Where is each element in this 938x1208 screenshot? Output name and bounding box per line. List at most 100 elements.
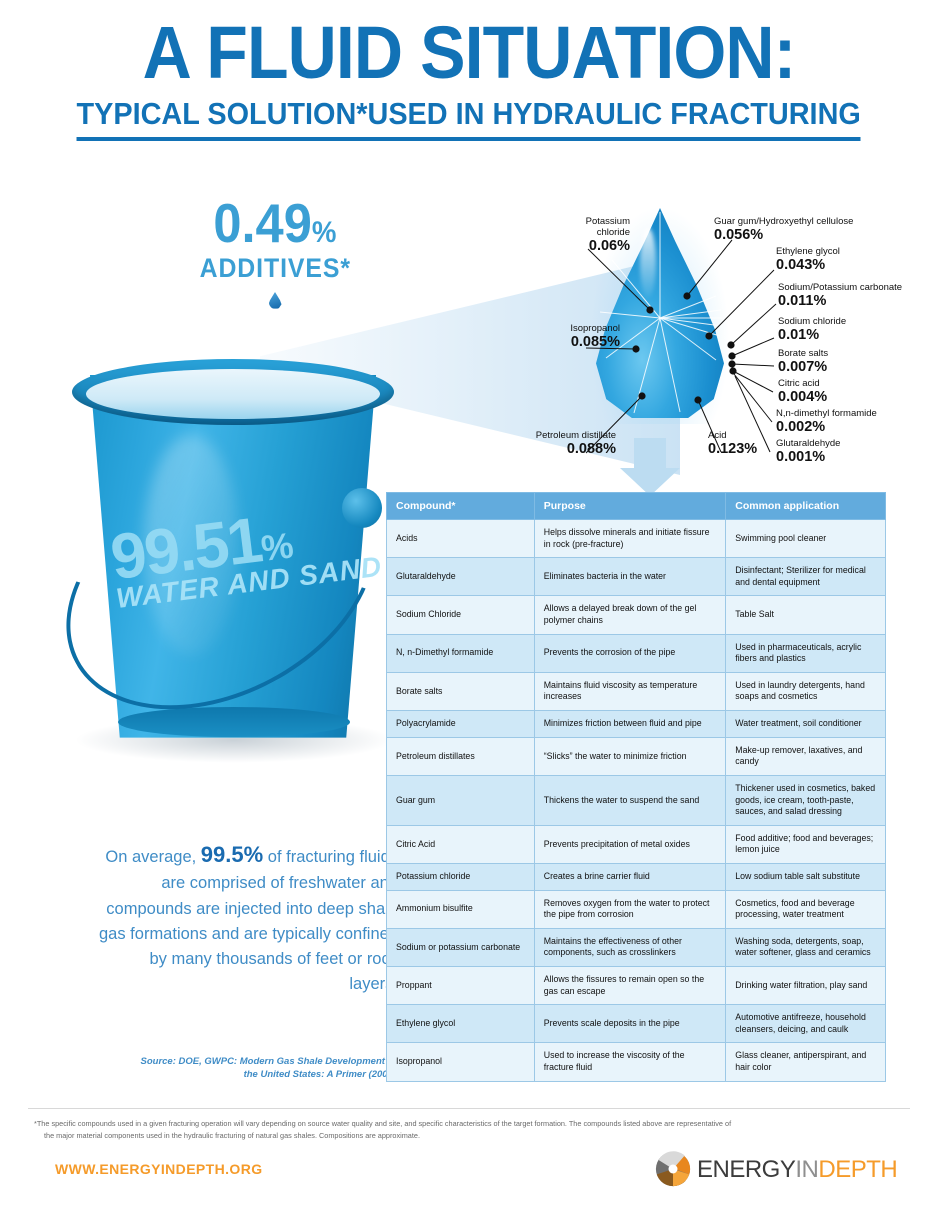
col-header-application: Common application [725, 492, 886, 520]
cell-purpose: Eliminates bacteria in the water [533, 557, 727, 597]
table-row: N, n-Dimethyl formamide Prevents the corr… [386, 633, 886, 673]
cell-application: Disinfectant; Sterilizer for medical and… [725, 557, 886, 597]
globe-logo-icon [655, 1151, 691, 1187]
bucket-body [89, 375, 377, 738]
cell-compound: Proppant [386, 966, 535, 1006]
cell-application: Automotive antifreeze, household cleanse… [725, 1004, 886, 1044]
cell-application: Cosmetics, food and beverage processing,… [725, 889, 886, 929]
cell-compound: Borate salts [386, 671, 535, 712]
logo-wordmark: ENERGYINDEPTH [697, 1156, 898, 1184]
cell-purpose: Prevents precipitation of metal oxides [533, 824, 727, 864]
cell-purpose: Allows a delayed break down of the gel p… [533, 595, 727, 635]
page-title: A FLUID SITUATION: [142, 11, 797, 94]
paragraph-lead: On average, [105, 848, 201, 866]
paragraph-rest: of fracturing fluids are comprised of fr… [99, 848, 398, 993]
cell-compound: Glutaraldehyde [386, 557, 535, 597]
table-row: Glutaraldehyde Eliminates bacteria in the… [386, 557, 886, 597]
footnote-line-2: the major material components used in th… [44, 1130, 420, 1140]
cell-compound: Ethylene glycol [386, 1004, 535, 1044]
cell-purpose: Minimizes friction between fluid and pip… [533, 710, 727, 738]
droplet-label-acid: Acid 0.123% [708, 430, 758, 458]
cell-purpose: Used to increase the viscosity of the fr… [533, 1042, 727, 1082]
cell-purpose: “Slicks” the water to minimize friction [533, 736, 727, 776]
cell-application: Glass cleaner, antiperspirant, and hair … [725, 1042, 886, 1082]
table-header-row: Compound* Purpose Common application [386, 492, 886, 520]
table-row: Isopropanol Used to increase the viscosit… [386, 1042, 886, 1082]
cell-purpose: Removes oxygen from the water to protect… [533, 889, 727, 929]
droplet-label-glutaraldehyde: Glutaraldehyde 0.001% [776, 438, 841, 466]
bucket-illustration: 99.51% WATER AND SAND [23, 345, 422, 785]
droplet-label-borate-salts: Borate salts 0.007% [778, 348, 829, 376]
droplet-label-isopropanol: Isopropanol 0.085% [570, 323, 620, 351]
cell-purpose: Thickens the water to suspend the sand [533, 774, 727, 826]
table-row: Ammonium bisulfite Removes oxygen from th… [386, 889, 886, 929]
down-arrow-icon [620, 438, 680, 496]
cell-compound: Polyacrylamide [386, 710, 535, 738]
additives-callout: 0.49% ADDITIVES* [155, 196, 395, 309]
table-row: Citric Acid Prevents precipitation of met… [386, 824, 886, 864]
table-row: Polyacrylamide Minimizes friction between… [386, 710, 886, 738]
table-body: Acids Helps dissolve minerals and initiat… [386, 518, 886, 1082]
table-row: Acids Helps dissolve minerals and initiat… [386, 518, 886, 559]
additives-percent: 0.49% [213, 192, 337, 254]
cell-compound: Sodium or potassium carbonate [386, 927, 535, 968]
footnote-line-1: *The specific compounds used in a given … [34, 1119, 732, 1128]
cell-compound: Acids [386, 518, 535, 559]
cell-purpose: Prevents the corrosion of the pipe [533, 633, 727, 673]
cell-compound: Citric Acid [386, 824, 535, 864]
footer-divider [28, 1108, 910, 1109]
cell-application: Low sodium table salt substitute [725, 862, 886, 891]
cell-purpose: Allows the fissures to remain open so th… [533, 966, 727, 1006]
logo-in: IN [795, 1156, 819, 1183]
footnote-block: *The specific compounds used in a given … [34, 1118, 910, 1142]
cell-compound: Isopropanol [386, 1042, 535, 1082]
col-header-purpose: Purpose [533, 492, 727, 520]
droplet-diagram: Potassium chloride 0.06% Isopropanol 0.0… [490, 200, 938, 480]
cell-application: Used in pharmaceuticals, acrylic fibers … [725, 633, 886, 673]
logo-energy: ENERGY [697, 1156, 796, 1183]
table-row: Petroleum distillates “Slicks” the water … [386, 736, 886, 776]
cell-application: Thickener used in cosmetics, baked goods… [725, 774, 886, 826]
droplet-label-nn-dimethyl-formamide: N,n-dimethyl formamide 0.002% [776, 408, 877, 436]
cell-purpose: Helps dissolve minerals and initiate fis… [533, 518, 727, 559]
logo-depth: DEPTH [818, 1156, 898, 1183]
table-row: Sodium Chloride Allows a delayed break do… [386, 595, 886, 635]
cell-application: Water treatment, soil conditioner [725, 710, 886, 738]
bucket-interior [86, 369, 380, 419]
table-row: Proppant Allows the fissures to remain op… [386, 966, 886, 1006]
droplet-label-ethylene-glycol: Ethylene glycol 0.043% [776, 246, 840, 274]
cell-purpose: Creates a brine carrier fluid [533, 862, 727, 891]
cell-purpose: Maintains fluid viscosity as temperature… [533, 671, 727, 712]
energy-in-depth-logo[interactable]: ENERGYINDEPTH [655, 1149, 898, 1191]
cell-compound: Petroleum distillates [386, 736, 535, 776]
bucket-handle-knob [342, 488, 382, 528]
summary-paragraph: On average, 99.5% of fracturing fluids a… [98, 838, 398, 997]
table-row: Borate salts Maintains fluid viscosity as… [386, 671, 886, 712]
droplet-label-petroleum-distillate: Petroleum distillate 0.088% [535, 430, 616, 458]
table-row: Ethylene glycol Prevents scale deposits i… [386, 1004, 886, 1044]
cell-application: Used in laundry detergents, hand soaps a… [725, 671, 886, 712]
cell-application: Swimming pool cleaner [725, 518, 886, 559]
cell-application: Drinking water filtration, play sand [725, 966, 886, 1006]
additives-label: ADDITIVES* [199, 253, 351, 283]
compounds-table: Compound* Purpose Common application Aci… [386, 492, 886, 1082]
cell-application: Washing soda, detergents, soap, water so… [725, 927, 886, 968]
bucket-gloss [144, 435, 239, 655]
droplet-label-potassium-chloride: Potassium chloride 0.06% [585, 216, 630, 255]
col-header-compound: Compound* [386, 492, 535, 520]
droplet-label-citric-acid: Citric acid 0.004% [778, 378, 828, 406]
cell-compound: Guar gum [386, 774, 535, 826]
cell-application: Make-up remover, laxatives, and candy [725, 736, 886, 776]
droplet-label-sodium-chloride: Sodium chloride 0.01% [778, 316, 847, 344]
cell-purpose: Maintains the effectiveness of other com… [533, 927, 727, 968]
water-drop-icon [268, 292, 282, 309]
cell-compound: Sodium Chloride [386, 595, 535, 635]
table-row: Potassium chloride Creates a brine carrie… [386, 862, 886, 891]
table-row: Guar gum Thickens the water to suspend th… [386, 774, 886, 826]
droplet-label-guar-gum: Guar gum/Hydroxyethyl cellulose 0.056% [714, 216, 854, 244]
title-block: A FLUID SITUATION: TYPICAL SOLUTION*USED… [0, 11, 938, 142]
website-url[interactable]: WWW.ENERGYINDEPTH.ORG [55, 1161, 263, 1177]
droplet-label-sodium-potassium-carbonate: Sodium/Potassium carbonate 0.011% [778, 282, 903, 310]
source-citation: Source: DOE, GWPC: Modern Gas Shale Deve… [140, 1056, 397, 1080]
